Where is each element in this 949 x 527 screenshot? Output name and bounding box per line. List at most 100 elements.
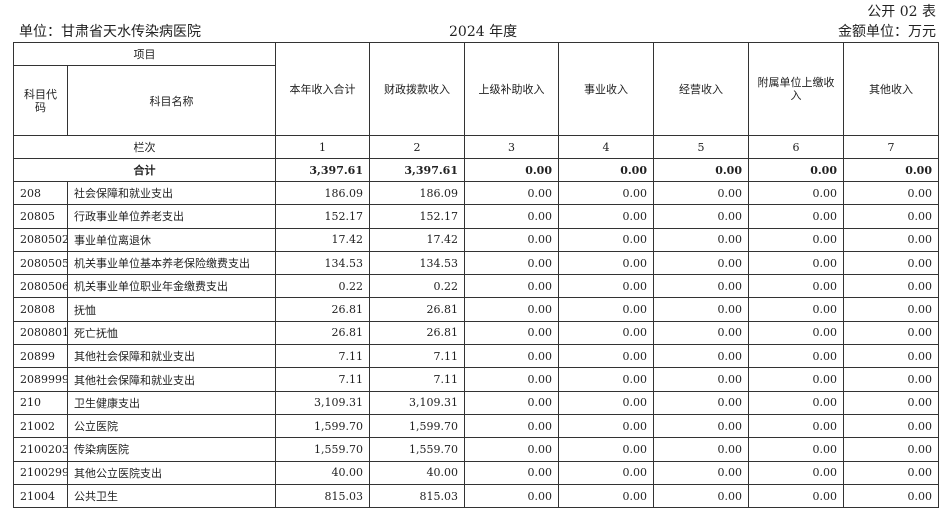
total-value: 3,397.61 <box>275 158 370 182</box>
cell-value: 0.00 <box>558 250 654 276</box>
subject-code: 2080502 <box>13 227 68 252</box>
col-header-5: 经营收入 <box>653 42 749 136</box>
cell-value: 0.00 <box>653 460 749 485</box>
cell-value: 17.42 <box>275 227 370 252</box>
cell-value: 0.00 <box>843 483 939 509</box>
cell-value: 0.00 <box>748 274 844 299</box>
cell-value: 26.81 <box>369 297 465 322</box>
col-header-7: 其他收入 <box>843 42 939 136</box>
column-index-label: 栏次 <box>13 135 276 159</box>
total-value: 0.00 <box>843 158 939 182</box>
cell-value: 134.53 <box>275 250 370 276</box>
subject-code: 21002 <box>13 413 68 439</box>
cell-value: 7.11 <box>369 344 465 369</box>
col-header-6: 附属单位上缴收入 <box>748 42 844 136</box>
table-row: 20805 行政事业单位养老支出 152.17 152.17 0.00 0.00 0.00 0… <box>13 204 939 229</box>
cell-value: 134.53 <box>369 250 465 276</box>
cell-value: 0.00 <box>653 367 749 392</box>
subject-code: 2100299 <box>13 460 68 485</box>
cell-value: 0.00 <box>464 437 559 462</box>
table-row: 20808 抚恤 26.81 26.81 0.00 0.00 0.00 0.00 0.00 <box>13 297 939 322</box>
cell-value: 0.00 <box>653 437 749 462</box>
cell-value: 0.00 <box>843 344 939 369</box>
cell-value: 0.00 <box>843 413 939 439</box>
cell-value: 0.00 <box>558 483 654 509</box>
cell-value: 0.00 <box>464 180 559 206</box>
table-row: 2080502 事业单位离退休 17.42 17.42 0.00 0.00 0.00 0.00… <box>13 227 939 252</box>
cell-value: 0.00 <box>843 320 939 346</box>
cell-value: 1,559.70 <box>275 437 370 462</box>
cell-value: 815.03 <box>275 483 370 509</box>
cell-value: 0.00 <box>558 413 654 439</box>
table-row: 20899 其他社会保障和就业支出 7.11 7.11 0.00 0.00 0.00 0.00… <box>13 344 939 369</box>
column-index: 1 <box>275 135 370 159</box>
cell-value: 0.00 <box>464 390 559 415</box>
cell-value: 0.00 <box>653 390 749 415</box>
total-value: 0.00 <box>748 158 844 182</box>
cell-value: 186.09 <box>369 180 465 206</box>
table-row: 208 社会保障和就业支出 186.09 186.09 0.00 0.00 0.00 0.00… <box>13 180 939 206</box>
cell-value: 0.00 <box>653 204 749 229</box>
subject-code: 2080506 <box>13 274 68 299</box>
cell-value: 0.00 <box>558 274 654 299</box>
cell-value: 1,599.70 <box>275 413 370 439</box>
cell-value: 0.00 <box>843 297 939 322</box>
table-row: 210 卫生健康支出 3,109.31 3,109.31 0.00 0.00 0.00 0.0… <box>13 390 939 415</box>
total-value: 0.00 <box>558 158 654 182</box>
subject-name: 其他社会保障和就业支出 <box>67 344 276 369</box>
subject-name: 传染病医院 <box>67 437 276 462</box>
column-index: 6 <box>748 135 844 159</box>
cell-value: 0.00 <box>653 227 749 252</box>
total-value: 0.00 <box>653 158 749 182</box>
cell-value: 40.00 <box>275 460 370 485</box>
cell-value: 0.00 <box>558 297 654 322</box>
cell-value: 0.00 <box>748 204 844 229</box>
cell-value: 0.00 <box>558 437 654 462</box>
column-index: 2 <box>369 135 465 159</box>
cell-value: 26.81 <box>369 320 465 346</box>
cell-value: 0.00 <box>653 180 749 206</box>
cell-value: 26.81 <box>275 297 370 322</box>
subject-code: 2080801 <box>13 320 68 346</box>
cell-value: 0.00 <box>843 227 939 252</box>
cell-value: 0.00 <box>843 204 939 229</box>
cell-value: 152.17 <box>275 204 370 229</box>
cell-value: 17.42 <box>369 227 465 252</box>
table-row: 2100299 其他公立医院支出 40.00 40.00 0.00 0.00 0.00 0.0… <box>13 460 939 485</box>
code-header: 科目代码 <box>13 65 68 136</box>
column-index: 4 <box>558 135 654 159</box>
subject-code: 21004 <box>13 483 68 509</box>
cell-value: 0.00 <box>464 460 559 485</box>
cell-value: 0.00 <box>748 250 844 276</box>
column-index: 5 <box>653 135 749 159</box>
cell-value: 7.11 <box>275 367 370 392</box>
cell-value: 0.00 <box>843 250 939 276</box>
cell-value: 0.00 <box>748 320 844 346</box>
cell-value: 7.11 <box>369 367 465 392</box>
cell-value: 0.00 <box>464 250 559 276</box>
cell-value: 0.00 <box>653 413 749 439</box>
cell-value: 0.00 <box>653 483 749 509</box>
subject-name: 机关事业单位基本养老保险缴费支出 <box>67 250 276 276</box>
column-index: 7 <box>843 135 939 159</box>
cell-value: 0.00 <box>843 274 939 299</box>
cell-value: 0.00 <box>464 204 559 229</box>
subject-name: 机关事业单位职业年金缴费支出 <box>67 274 276 299</box>
subject-code: 2080505 <box>13 250 68 276</box>
total-label: 合计 <box>13 158 276 182</box>
subject-code: 2089999 <box>13 367 68 392</box>
cell-value: 0.22 <box>369 274 465 299</box>
cell-value: 0.00 <box>464 320 559 346</box>
cell-value: 0.00 <box>843 180 939 206</box>
subject-code: 2100203 <box>13 437 68 462</box>
cell-value: 0.00 <box>748 437 844 462</box>
cell-value: 40.00 <box>369 460 465 485</box>
cell-value: 0.00 <box>653 274 749 299</box>
cell-value: 0.00 <box>464 413 559 439</box>
col-header-3: 上级补助收入 <box>464 42 559 136</box>
cell-value: 0.00 <box>843 437 939 462</box>
cell-value: 1,599.70 <box>369 413 465 439</box>
unit-name: 单位：甘肃省天水传染病医院 <box>19 24 201 40</box>
name-header: 科目名称 <box>67 65 276 136</box>
